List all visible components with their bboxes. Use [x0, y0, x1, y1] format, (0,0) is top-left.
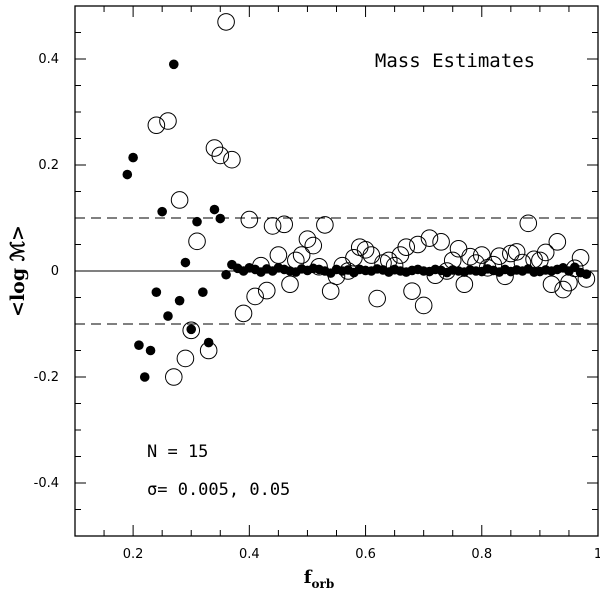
open-data-point: [188, 232, 206, 251]
open-data-point: [304, 236, 323, 255]
open-data-point: [217, 13, 235, 31]
open-data-point: [397, 238, 416, 256]
open-data-point: [234, 304, 253, 323]
filled-data-point: [157, 206, 167, 217]
y-tick-label: 0: [51, 264, 59, 279]
open-data-point: [281, 275, 299, 294]
open-data-point: [502, 244, 520, 263]
filled-data-point: [186, 324, 197, 335]
y-axis-label: <log ℳ>: [7, 225, 29, 317]
y-tick-label: -0.2: [34, 370, 59, 385]
filled-series: [122, 59, 592, 382]
open-data-point: [507, 243, 526, 261]
open-data-point: [205, 139, 224, 157]
y-tick-label: -0.4: [34, 476, 59, 491]
x-axis-label-main: f: [304, 567, 313, 588]
filled-data-point: [215, 213, 226, 224]
filled-data-point: [221, 269, 231, 280]
open-data-point: [345, 248, 363, 267]
x-tick-label: 1: [594, 547, 600, 562]
open-data-point: [420, 229, 439, 247]
filled-data-point: [180, 257, 191, 268]
open-data-point: [246, 287, 264, 306]
open-data-point: [554, 280, 572, 299]
open-data-point: [316, 216, 334, 234]
open-data-point: [240, 210, 259, 229]
open-data-point: [292, 246, 311, 264]
open-data-point: [147, 116, 166, 135]
open-data-point: [432, 233, 450, 251]
sigma-annotation: σ= 0.005, 0.05: [147, 480, 290, 500]
open-data-point: [455, 275, 474, 294]
open-data-point: [159, 112, 177, 130]
open-data-point: [548, 233, 567, 251]
filled-data-point: [203, 337, 214, 348]
filled-data-point: [163, 311, 173, 321]
y-tick-label: 0.2: [38, 158, 59, 173]
open-data-point: [409, 235, 427, 254]
open-data-point: [275, 215, 294, 234]
x-tick-label: 0.6: [355, 547, 376, 562]
open-data-point: [257, 281, 276, 300]
open-data-point: [542, 275, 561, 294]
filled-data-point: [128, 152, 138, 163]
x-tick-label: 0.8: [471, 547, 492, 562]
open-data-point: [176, 349, 195, 368]
x-tick-label: 0.4: [239, 547, 260, 562]
filled-data-point: [174, 295, 185, 306]
x-axis-label-sub: orb: [312, 577, 335, 591]
open-data-point: [164, 368, 183, 386]
open-data-point: [356, 241, 375, 259]
open-data-point: [182, 321, 201, 340]
y-tick-label: 0.4: [38, 52, 59, 67]
open-data-point: [414, 296, 433, 315]
open-data-point: [536, 243, 555, 262]
filled-data-point: [134, 340, 144, 351]
filled-data-point: [122, 169, 133, 180]
open-data-point: [403, 282, 421, 300]
filled-data-point: [581, 269, 592, 279]
tick-labels: 0.2 0.4 0.6 0.8 1 0.4 0.2 0 -0.2 -0.4: [34, 52, 600, 562]
open-data-point: [298, 230, 317, 248]
filled-data-point: [168, 59, 179, 70]
open-data-point: [571, 248, 590, 267]
filled-data-point: [209, 204, 220, 215]
n-annotation: N = 15: [147, 442, 208, 462]
open-data-point: [368, 289, 386, 308]
open-data-point: [223, 150, 241, 169]
open-data-point: [263, 217, 282, 235]
open-data-point: [170, 191, 189, 209]
filled-data-point: [192, 216, 202, 227]
open-data-point: [519, 214, 538, 233]
filled-data-point: [151, 287, 162, 298]
chart-title: Mass Estimates: [375, 50, 535, 72]
open-data-point: [211, 146, 230, 165]
open-data-point: [269, 246, 288, 264]
open-data-point: [472, 246, 491, 264]
x-axis-label: forb: [304, 567, 334, 591]
filled-data-point: [198, 287, 208, 298]
filled-data-point: [145, 345, 156, 356]
open-data-point: [461, 247, 479, 266]
filled-data-point: [139, 372, 150, 382]
open-data-point: [490, 247, 509, 265]
open-data-point: [321, 282, 340, 300]
x-tick-label: 0.2: [123, 547, 144, 562]
